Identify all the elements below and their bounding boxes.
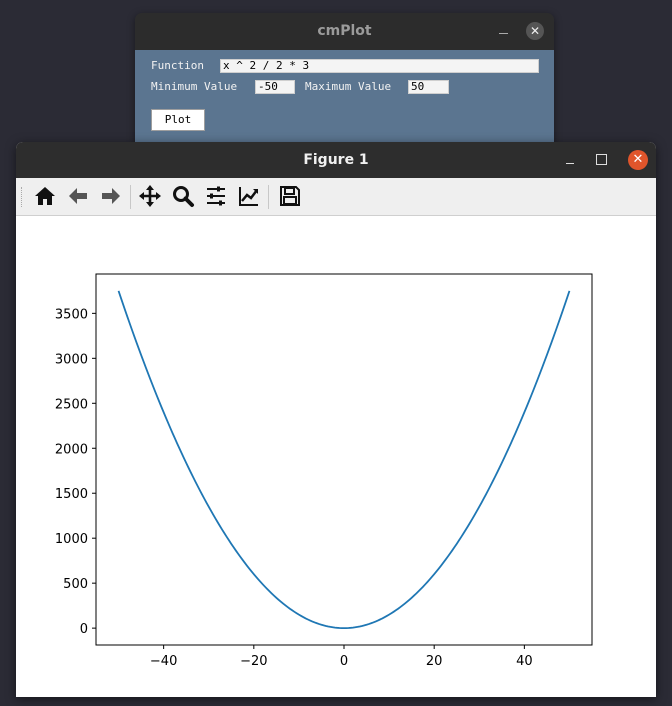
- x-tick-label: 0: [340, 654, 348, 669]
- forward-button[interactable]: [99, 184, 123, 208]
- zoom-icon: [173, 186, 194, 207]
- y-tick-label: 1000: [55, 532, 88, 547]
- minimize-icon[interactable]: [563, 153, 577, 167]
- pan-button[interactable]: [138, 184, 162, 208]
- back-button[interactable]: [66, 184, 90, 208]
- x-tick-label: −40: [150, 654, 177, 669]
- y-tick-label: 1500: [55, 487, 88, 502]
- x-tick-label: 40: [516, 654, 533, 669]
- function-input[interactable]: x ^ 2 / 2 * 3: [220, 59, 539, 73]
- figure-titlebar[interactable]: Figure 1 ✕: [16, 142, 656, 178]
- home-button[interactable]: [33, 184, 57, 208]
- close-icon[interactable]: ✕: [628, 150, 648, 170]
- sliders-icon: [207, 186, 225, 206]
- maximum-value-label: Maximum Value: [305, 80, 392, 93]
- function-label: Function: [151, 59, 204, 72]
- maximize-icon[interactable]: [596, 154, 607, 165]
- home-icon: [35, 187, 55, 205]
- configure-subplots-button[interactable]: [204, 184, 228, 208]
- axes-frame: [95, 273, 593, 646]
- plot-button[interactable]: Plot: [151, 109, 205, 131]
- navigation-toolbar: [16, 178, 656, 216]
- x-tick-label: 20: [426, 654, 443, 669]
- zoom-button[interactable]: [171, 184, 195, 208]
- move-icon: [139, 185, 161, 207]
- save-button[interactable]: [278, 184, 302, 208]
- x-tick-label: −20: [240, 654, 267, 669]
- close-icon[interactable]: ✕: [526, 22, 544, 40]
- edit-axis-button[interactable]: [237, 184, 261, 208]
- series-line: [117, 290, 571, 630]
- y-tick-label: 500: [63, 577, 88, 592]
- y-tick-label: 3000: [55, 352, 88, 367]
- chart-line-icon: [239, 187, 258, 206]
- minimize-icon[interactable]: [496, 21, 512, 39]
- y-tick-label: 0: [80, 622, 88, 637]
- maximum-value-input[interactable]: 50: [408, 80, 449, 94]
- cmplot-title: cmPlot: [317, 23, 372, 39]
- toolbar-separator: [268, 185, 269, 209]
- arrow-right-icon: [102, 188, 120, 204]
- y-tick-label: 2000: [55, 442, 88, 457]
- figure-title: Figure 1: [303, 152, 369, 168]
- y-tick-label: 2500: [55, 397, 88, 412]
- figure-window: Figure 1 ✕: [16, 142, 656, 697]
- minimum-value-input[interactable]: -50: [255, 80, 295, 94]
- toolbar-separator: [130, 185, 131, 209]
- minimum-value-label: Minimum Value: [151, 80, 238, 93]
- arrow-left-icon: [69, 188, 87, 204]
- cmplot-form: Function x ^ 2 / 2 * 3 Minimum Value -50…: [135, 50, 554, 153]
- y-tick-label: 3500: [55, 307, 88, 322]
- save-icon: [280, 186, 300, 206]
- line-chart: −40 −20 0 20 40 0 500 1000 1500 2000 2500 3000 3500: [55, 273, 593, 669]
- cmplot-window: cmPlot ✕ Function x ^ 2 / 2 * 3 Minimum …: [135, 13, 554, 153]
- plot-canvas[interactable]: −40 −20 0 20 40 0 500 1000 1500 2000 2500 3000 3500: [16, 216, 656, 697]
- cmplot-titlebar[interactable]: cmPlot ✕: [135, 13, 554, 50]
- toolbar-grip[interactable]: [21, 187, 25, 207]
